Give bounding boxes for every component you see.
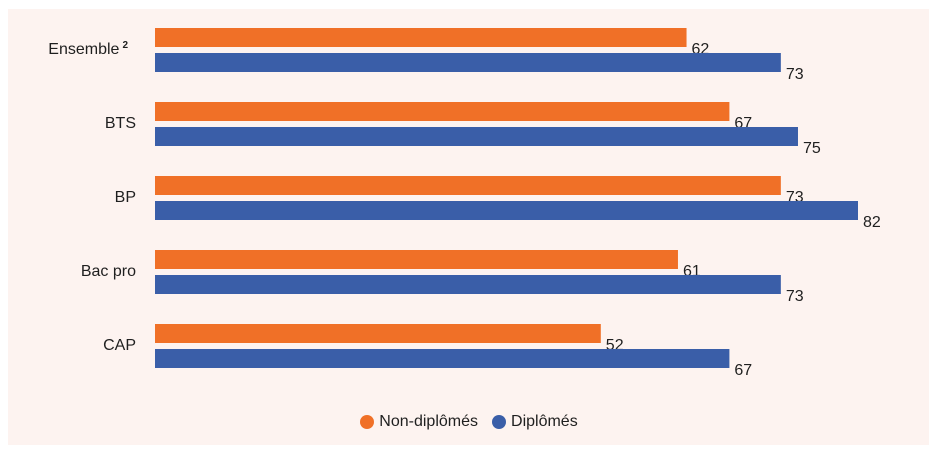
bar-diplomes bbox=[155, 53, 781, 72]
category-label: BTS bbox=[105, 115, 136, 132]
legend-marker-diplomes bbox=[492, 415, 507, 429]
legend-label-diplomes: Diplômés bbox=[511, 413, 578, 430]
bar-non-diplomes bbox=[155, 176, 781, 195]
data-label: 82 bbox=[863, 214, 881, 231]
data-label: 73 bbox=[786, 66, 804, 83]
legend-item-diplomes: Diplômés bbox=[492, 413, 578, 431]
legend-item-non-diplomes: Non-diplômés bbox=[360, 413, 478, 431]
data-label: 73 bbox=[786, 288, 804, 305]
bar-non-diplomes bbox=[155, 250, 678, 269]
bar-non-diplomes bbox=[155, 28, 687, 47]
legend-marker-non-diplomes bbox=[360, 415, 375, 429]
bar-diplomes bbox=[155, 127, 798, 146]
data-label: 75 bbox=[803, 140, 821, 157]
bar-non-diplomes bbox=[155, 324, 601, 343]
category-label: Ensemble 2 bbox=[48, 40, 128, 58]
legend: Non-diplômés Diplômés bbox=[0, 413, 938, 431]
category-label: CAP bbox=[103, 337, 136, 354]
bar-diplomes bbox=[155, 275, 781, 294]
legend-label-non-diplomes: Non-diplômés bbox=[379, 413, 479, 430]
category-label: Bac pro bbox=[81, 263, 136, 280]
chart-background bbox=[8, 9, 929, 445]
data-label: 67 bbox=[734, 362, 752, 379]
bar-diplomes bbox=[155, 349, 730, 368]
category-label: BP bbox=[115, 189, 136, 206]
bar-diplomes bbox=[155, 201, 858, 220]
bar-non-diplomes bbox=[155, 102, 730, 121]
